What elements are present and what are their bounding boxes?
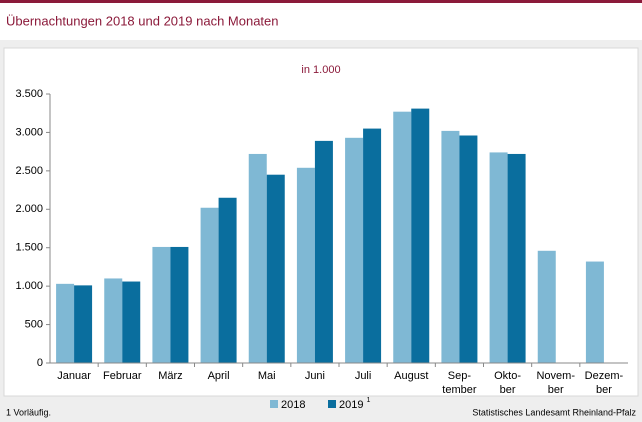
legend-swatch: [328, 400, 336, 408]
bar: [314, 140, 333, 363]
x-tick-label: Juli: [355, 370, 372, 382]
subtitle: in 1.000: [301, 64, 340, 76]
y-tick-label: 3.000: [15, 126, 43, 138]
bar: [507, 153, 526, 363]
bar: [248, 153, 267, 363]
x-tick-label: März: [158, 370, 182, 382]
x-tick-label: August: [394, 370, 428, 382]
bar: [489, 152, 508, 363]
bar: [537, 250, 556, 363]
x-tick-label: Dezem-ber: [585, 370, 624, 396]
bar: [441, 130, 460, 363]
bar: [411, 108, 430, 363]
bar: [218, 197, 237, 363]
legend-label: 2018: [281, 399, 305, 411]
bar: [393, 111, 412, 363]
title-bar: [0, 0, 642, 40]
y-tick-label: 1.500: [15, 242, 43, 254]
legend-note: 1: [366, 397, 370, 404]
bar: [585, 261, 604, 363]
source: Statistisches Landesamt Rheinland-Pfalz: [472, 407, 636, 417]
chart-title: Übernachtungen 2018 und 2019 nach Monate…: [6, 13, 279, 28]
x-tick-label: Sep-tember: [442, 370, 477, 396]
legend-swatch: [270, 400, 278, 408]
bar: [152, 246, 171, 363]
x-tick-label: Novem-ber: [536, 370, 575, 396]
legend-label: 2019: [339, 399, 363, 411]
bar: [56, 283, 75, 363]
footnote: 1 Vorläufig.: [6, 407, 51, 417]
y-tick-label: 1.000: [15, 280, 43, 292]
y-tick-label: 2.500: [15, 165, 43, 177]
y-tick-label: 3.500: [15, 88, 43, 100]
y-tick-label: 0: [37, 357, 43, 369]
y-tick-label: 2.000: [15, 203, 43, 215]
bar: [459, 135, 478, 363]
top-rule: [0, 0, 642, 3]
bar: [74, 285, 93, 363]
x-tick-label: April: [208, 370, 230, 382]
bar: [345, 137, 364, 363]
x-tick-label: Februar: [103, 370, 142, 382]
bar: [296, 167, 315, 363]
bar: [200, 207, 219, 363]
x-tick-label: Mai: [258, 370, 276, 382]
bar: [104, 278, 123, 363]
x-tick-label: Okto-ber: [494, 370, 521, 396]
x-tick-label: Juni: [305, 370, 325, 382]
bar: [266, 174, 285, 363]
bar: [363, 128, 382, 363]
bar: [170, 246, 189, 363]
bar: [122, 281, 141, 363]
x-tick-label: Januar: [57, 370, 91, 382]
y-tick-label: 500: [25, 318, 43, 330]
